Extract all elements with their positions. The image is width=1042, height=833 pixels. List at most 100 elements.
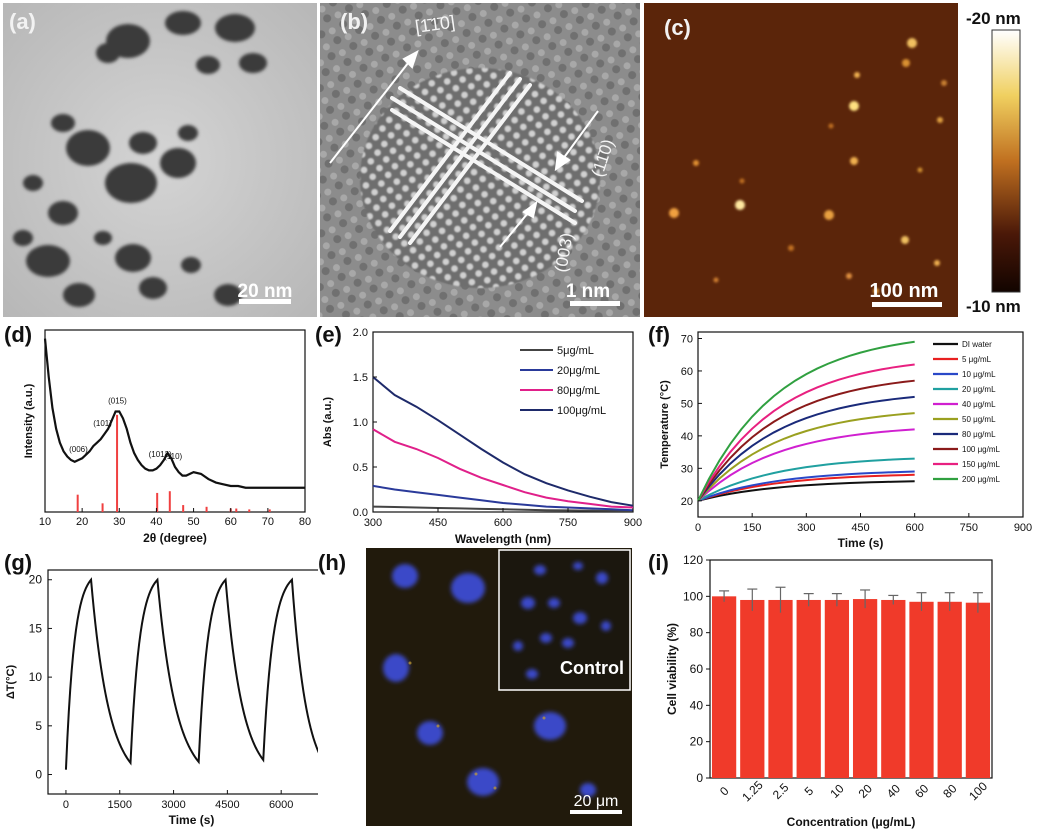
y-axis-label: Abs (a.u.)	[322, 397, 334, 447]
x-tick-label: 750	[960, 522, 978, 534]
hrtem-image-svg: [1̄1̄0] (11̄0) (003) 1 nm	[320, 3, 640, 317]
peak-annotation: (1013)	[149, 450, 172, 459]
y-tick-label: 0.5	[353, 462, 368, 474]
y-tick-label: 60	[681, 366, 693, 378]
peak-annotation: (006)	[69, 445, 88, 454]
series-line-2	[697, 470, 915, 502]
afm-colorbar: -20 nm -10 nm	[966, 9, 1021, 316]
x-tick-label: 60	[912, 781, 932, 801]
x-tick-label: 0	[695, 522, 701, 534]
scale-label-a: 20 nm	[238, 281, 293, 302]
x-axis-label: Concentration (μg/mL)	[787, 815, 916, 829]
x-tick-label: 3000	[161, 799, 185, 811]
panel-label-e: (e)	[315, 322, 342, 347]
peak-annotation: (015)	[108, 396, 127, 405]
panel-label-d: (d)	[4, 322, 33, 347]
legend-label: 150 μg/mL	[962, 460, 1001, 469]
series-line-2	[372, 428, 634, 509]
y-tick-label: 30	[681, 463, 693, 475]
x-tick-label: 80	[299, 516, 311, 528]
x-axis-label: Wavelength (nm)	[455, 532, 551, 546]
scale-label-b: 1 nm	[566, 281, 610, 302]
panel-label-f: (f)	[648, 322, 670, 347]
series-line-3	[372, 376, 634, 507]
legend-label: DI water	[962, 340, 992, 349]
x-tick-label: 0	[717, 784, 732, 799]
y-tick-label: 50	[681, 398, 693, 410]
legend-label: 20μg/mL	[557, 365, 600, 377]
x-tick-label: 10	[39, 516, 51, 528]
x-tick-label: 60	[225, 516, 237, 528]
x-tick-label: 450	[851, 522, 869, 534]
scale-label-c: 100 nm	[870, 280, 939, 302]
x-tick-label: 450	[429, 517, 447, 529]
series-line-8	[697, 363, 915, 502]
x-tick-label: 300	[364, 517, 382, 529]
panel-a-tem-image: 20 nm (a)	[3, 3, 317, 317]
legend-label: 10 μg/mL	[962, 370, 996, 379]
legend-label: 5 μg/mL	[962, 355, 992, 364]
legend-label: 20 μg/mL	[962, 385, 996, 394]
x-tick-label: 750	[559, 517, 577, 529]
x-tick-label: 600	[494, 517, 512, 529]
bar-20	[852, 599, 878, 778]
x-tick-label: 150	[743, 522, 761, 534]
bar-40	[881, 599, 906, 778]
x-axis-label: Time (s)	[169, 813, 215, 827]
series-line-7	[697, 379, 915, 502]
x-axis-label: 2θ (degree)	[143, 531, 207, 545]
cycling-chart-svg: 01500300045006000750005101520Time (s)ΔT(…	[5, 569, 345, 827]
y-tick-label: 100	[683, 589, 703, 603]
legend-label: 40 μg/mL	[962, 400, 996, 409]
colorbar-top-label: -20 nm	[966, 9, 1021, 28]
x-tick-label: 300	[797, 522, 815, 534]
peak-annotation: (110)	[164, 452, 182, 461]
y-axis-label: Temperature (°C)	[659, 380, 671, 469]
y-tick-label: 0.0	[353, 507, 368, 519]
plot-frame	[47, 569, 336, 795]
x-tick-label: 1500	[108, 799, 132, 811]
series-line-5	[697, 412, 915, 502]
series-line-6	[697, 395, 915, 502]
panel-h-confocal-image: Control 20 μm (h)	[318, 548, 636, 833]
y-tick-label: 0	[35, 768, 42, 782]
y-tick-label: 15	[29, 621, 43, 635]
x-tick-label: 6000	[269, 799, 293, 811]
bar-2.5	[768, 599, 793, 778]
panel-d-xrd-chart: (006) (101) (015) (1013) (110) 10 20 30 40 50 60 70…	[0, 322, 312, 552]
confocal-image-svg: Control 20 μm	[366, 548, 632, 826]
x-tick-label: 2.5	[770, 780, 792, 802]
series-line-1	[372, 484, 634, 512]
legend-label: 100μg/mL	[557, 405, 606, 417]
x-axis-label: Time (s)	[838, 536, 884, 550]
x-tick-label: 40	[150, 516, 162, 528]
x-tick-label: 0	[63, 799, 69, 811]
legend-label: 80μg/mL	[557, 385, 600, 397]
panel-i-viability-chart: 0 1.25 2.5 5 10 20 40 60 80 100 0 20 40 60 80 100 120 Con…	[640, 548, 1040, 833]
afm-image-svg: 100 nm	[644, 3, 958, 317]
x-tick-label: 10	[827, 781, 847, 801]
y-tick-label: 40	[690, 698, 704, 712]
panel-label-i: (i)	[648, 550, 669, 575]
y-tick-label: 80	[690, 626, 704, 640]
panel-e-absorbance-chart: 5μg/mL 20μg/mL 80μg/mL 100μg/mL 300 450 600 750…	[315, 322, 645, 552]
y-tick-label: 10	[29, 670, 43, 684]
scale-bar-b	[570, 301, 620, 306]
series-line-4	[697, 428, 915, 502]
x-tick-label: 4500	[215, 799, 239, 811]
cycling-line	[64, 577, 325, 770]
x-tick-label: 70	[262, 516, 274, 528]
bar-0	[711, 596, 737, 778]
scale-bar-a	[239, 299, 291, 304]
x-tick-label: 900	[1014, 522, 1032, 534]
viability-chart-svg: 0 1.25 2.5 5 10 20 40 60 80 100 0 20 40 60 80 100 120 Con…	[665, 553, 993, 829]
x-tick-label: 100	[966, 779, 990, 803]
legend-label: 80 μg/mL	[962, 430, 996, 439]
bar-60	[909, 601, 934, 778]
y-tick-label: 70	[681, 333, 693, 345]
x-tick-label: 50	[187, 516, 199, 528]
plot-frame	[44, 329, 306, 513]
y-axis-label: Intensity (a.u.)	[23, 383, 35, 458]
y-tick-label: 20	[681, 496, 693, 508]
temperature-chart-svg: DI water 5 μg/mL 10 μg/mL 20 μg/mL 40 μg/mL 5…	[659, 331, 1032, 550]
